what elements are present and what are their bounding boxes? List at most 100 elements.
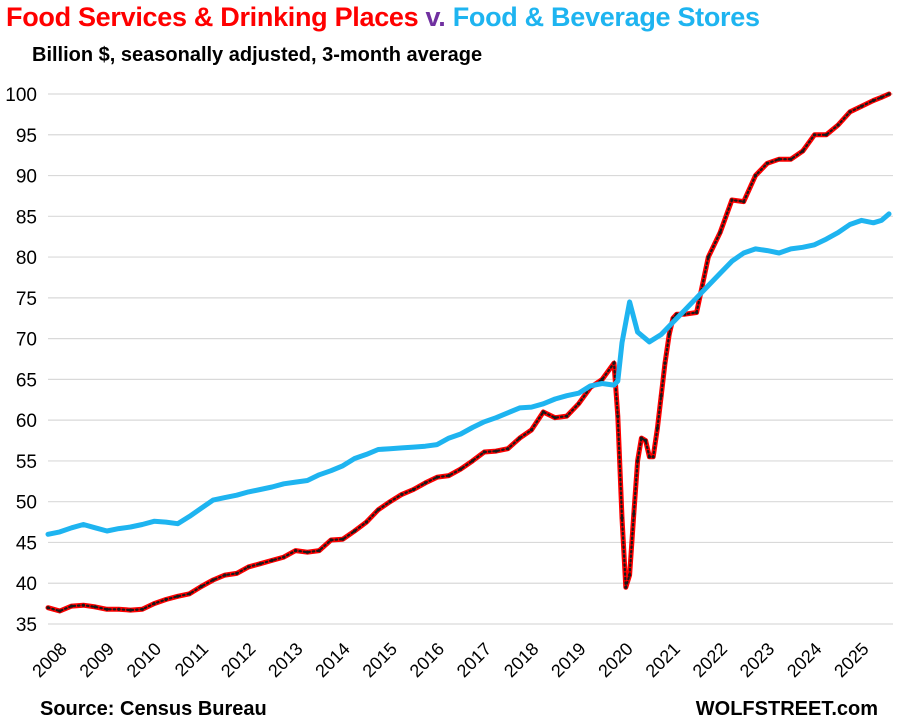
- x-tick-label: 2014: [311, 639, 353, 681]
- data-point-food-services: [860, 104, 864, 108]
- x-tick-label: 2016: [406, 639, 448, 681]
- data-point-food-services: [553, 416, 557, 420]
- chart-subtitle: Billion $, seasonally adjusted, 3-month …: [32, 44, 483, 66]
- data-point-food-services: [695, 310, 699, 315]
- x-tick-label: 2025: [830, 639, 872, 681]
- data-point-food-services: [341, 537, 345, 541]
- data-point-food-services: [223, 573, 227, 577]
- y-tick-label: 50: [16, 493, 37, 514]
- data-point-food-services: [258, 562, 262, 566]
- data-point-food-services: [639, 436, 644, 440]
- data-point-food-services: [801, 149, 805, 153]
- y-tick-label: 85: [16, 207, 37, 228]
- x-axis: 2008 2009 2010 2011 2012 2013 2014 2015 2016 2017…: [28, 639, 872, 681]
- data-point-food-services: [435, 475, 439, 479]
- data-point-food-services: [235, 571, 239, 576]
- y-tick-label: 100: [5, 85, 37, 106]
- x-tick-label: 2020: [594, 639, 636, 681]
- data-point-food-services: [305, 550, 309, 554]
- y-axis: 35 40 45 50 55 60 65 70 75 80 85 90 95 100: [5, 85, 37, 636]
- y-tick-label: 65: [16, 370, 37, 391]
- data-point-food-services: [600, 377, 604, 381]
- data-point-food-services: [459, 467, 463, 471]
- data-point-food-services: [388, 500, 392, 504]
- data-point-food-services: [152, 602, 156, 606]
- data-point-food-services: [742, 200, 746, 204]
- data-point-food-services: [164, 597, 168, 602]
- x-tick-label: 2015: [359, 639, 401, 681]
- data-point-food-services: [789, 157, 793, 161]
- data-point-food-services: [400, 492, 404, 496]
- x-tick-label: 2019: [547, 639, 589, 681]
- y-tick-label: 75: [16, 289, 37, 310]
- data-point-food-services: [577, 402, 581, 406]
- data-point-food-services: [624, 585, 628, 589]
- data-point-food-services: [632, 512, 636, 516]
- data-point-food-services: [494, 449, 498, 453]
- x-tick-label: 2023: [736, 639, 778, 681]
- data-point-food-services: [482, 450, 486, 454]
- data-point-food-services: [777, 157, 781, 161]
- data-point-food-services: [612, 361, 616, 365]
- series-group: [45, 91, 892, 614]
- gridlines: [48, 93, 893, 625]
- data-point-food-services: [353, 529, 357, 533]
- data-point-food-services: [294, 549, 298, 553]
- data-point-food-services: [565, 414, 569, 418]
- data-point-food-services: [93, 605, 97, 609]
- data-point-food-services: [812, 133, 817, 137]
- data-point-food-services: [655, 426, 660, 430]
- data-point-food-services: [620, 516, 624, 520]
- title-food-stores: Food & Beverage Stores: [452, 2, 760, 32]
- title-versus: v.: [418, 2, 453, 32]
- y-tick-label: 90: [16, 167, 37, 188]
- data-point-food-services: [616, 414, 620, 418]
- data-point-food-services: [176, 594, 180, 598]
- y-tick-label: 35: [16, 615, 37, 636]
- x-tick-label: 2009: [76, 639, 118, 681]
- data-point-food-services: [470, 459, 475, 463]
- data-point-food-services: [636, 459, 640, 463]
- data-point-food-services: [848, 110, 852, 114]
- y-tick-label: 80: [16, 248, 37, 269]
- data-point-food-services: [730, 198, 734, 202]
- data-point-food-services: [187, 592, 192, 596]
- data-point-food-services: [628, 573, 632, 577]
- data-point-food-services: [270, 558, 274, 563]
- data-point-food-services: [317, 549, 321, 553]
- data-point-food-services: [667, 332, 671, 337]
- data-point-food-services: [529, 428, 534, 432]
- y-tick-label: 40: [16, 574, 37, 595]
- x-tick-label: 2022: [689, 639, 731, 681]
- data-point-food-services: [376, 508, 380, 512]
- x-tick-label: 2017: [453, 639, 495, 681]
- data-point-food-services: [718, 231, 722, 235]
- data-point-food-services: [447, 474, 451, 478]
- data-point-food-services: [81, 603, 85, 607]
- data-point-food-services: [140, 607, 144, 611]
- x-tick-label: 2013: [264, 639, 306, 681]
- data-point-food-services: [211, 578, 215, 582]
- chart-title: Food Services & Drinking Places v. Food …: [6, 2, 760, 33]
- data-point-food-services: [651, 455, 655, 459]
- data-point-food-services: [58, 609, 62, 613]
- data-point-food-services: [887, 92, 891, 96]
- data-point-food-services: [753, 173, 758, 178]
- data-point-food-services: [706, 255, 710, 259]
- x-tick-label: 2012: [217, 639, 259, 681]
- data-point-food-services: [663, 361, 667, 365]
- x-tick-label: 2024: [783, 639, 825, 681]
- data-point-food-services: [246, 565, 251, 569]
- data-point-food-services: [411, 487, 416, 492]
- brand-watermark: WOLFSTREET.com: [695, 698, 878, 720]
- data-point-food-services: [659, 394, 663, 398]
- y-tick-label: 60: [16, 411, 37, 432]
- data-point-food-services: [541, 410, 545, 414]
- title-food-services: Food Services & Drinking Places: [6, 2, 419, 32]
- data-point-food-services: [836, 123, 840, 127]
- source-note: Source: Census Bureau: [40, 698, 267, 720]
- data-point-food-services: [199, 584, 203, 589]
- data-point-food-services: [824, 133, 828, 137]
- data-point-food-services: [644, 438, 648, 443]
